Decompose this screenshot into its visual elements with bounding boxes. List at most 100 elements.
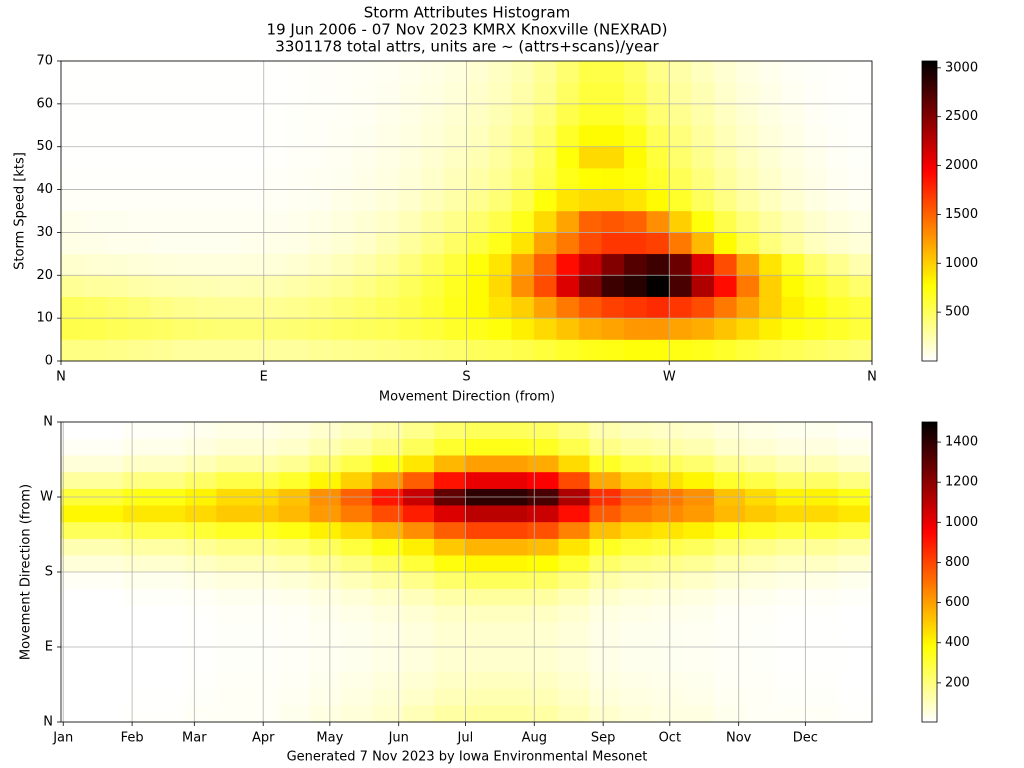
heatmap-cell — [533, 296, 557, 319]
heatmap-cell — [376, 103, 400, 126]
plot-frame — [60, 60, 873, 362]
heatmap-cell — [745, 571, 777, 589]
heatmap-cell — [278, 455, 311, 473]
heatmap-cell — [745, 605, 777, 623]
heatmap-cell — [402, 705, 435, 723]
heatmap-cell — [421, 232, 445, 255]
heatmap-cell — [376, 317, 400, 340]
heatmap-cell — [826, 317, 850, 340]
heatmap-cell — [488, 146, 512, 169]
heatmap-cell — [838, 438, 870, 456]
heatmap-cell — [123, 455, 155, 473]
heatmap-cell — [651, 538, 684, 556]
heatmap-cell — [195, 339, 219, 362]
heatmap-cell — [466, 339, 490, 362]
heatmap-cell — [398, 125, 422, 147]
heatmap-cell — [173, 253, 197, 276]
heatmap-cell — [736, 232, 760, 255]
heatmap-cell — [620, 471, 653, 489]
heatmap-cell — [745, 688, 777, 706]
heatmap-cell — [286, 317, 310, 340]
heatmap-cell — [340, 705, 373, 723]
heatmap-cell — [91, 571, 124, 589]
heatmap-cell — [736, 103, 760, 126]
heatmap-cell — [173, 60, 197, 83]
heatmap-cell — [376, 339, 400, 362]
heatmap-cell — [154, 588, 186, 606]
heatmap-cell — [402, 655, 435, 673]
heatmap-cell — [623, 82, 647, 105]
heatmap-cell — [682, 605, 715, 623]
heatmap-cell — [849, 60, 873, 83]
heatmap-cell — [682, 571, 715, 589]
heatmap-cell — [91, 521, 124, 539]
heatmap-cell — [216, 671, 248, 689]
heatmap-cell — [589, 688, 622, 706]
heatmap-cell — [558, 621, 591, 639]
colorbar-tick-label: 1400 — [945, 435, 978, 450]
heatmap-cell — [286, 275, 310, 297]
heatmap-cell — [150, 167, 174, 190]
footer: Generated 7 Nov 2023 by Iowa Environment… — [287, 750, 648, 765]
heatmap-cell — [123, 538, 155, 556]
heatmap-cell — [60, 317, 84, 340]
heatmap-cell — [60, 339, 84, 362]
heatmap-cell — [60, 588, 93, 606]
heatmap-cell — [353, 189, 377, 212]
heatmap-cell — [807, 505, 839, 523]
heatmap-cell — [714, 655, 746, 673]
heatmap-cell — [91, 505, 124, 523]
heatmap-cell — [556, 317, 580, 340]
heatmap-cell — [195, 232, 219, 255]
heatmap-cell — [185, 588, 217, 606]
heatmap-cell — [533, 146, 557, 169]
x-tick-label: Jan — [52, 731, 73, 746]
heatmap-cell — [589, 605, 622, 623]
heatmap-cell — [589, 588, 622, 606]
heatmap-cell — [511, 339, 535, 362]
heatmap-cell — [195, 146, 219, 169]
heatmap-cell — [496, 555, 528, 573]
heatmap-cell — [558, 655, 591, 673]
heatmap-cell — [128, 232, 152, 255]
heatmap-cell — [216, 521, 248, 539]
heatmap-cell — [185, 438, 217, 456]
heatmap-cell — [646, 60, 670, 83]
heatmap-cell — [849, 339, 873, 362]
heatmap-cell — [669, 146, 692, 169]
y-tick-label: 40 — [36, 182, 53, 197]
heatmap-cell — [123, 688, 155, 706]
heatmap-cell — [278, 471, 311, 489]
heatmap-cell — [849, 189, 873, 212]
heatmap-cell — [759, 146, 783, 169]
heatmap-cell — [714, 521, 746, 539]
heatmap-cell — [682, 671, 715, 689]
heatmap-cell — [173, 82, 197, 105]
heatmap-cell — [309, 621, 342, 639]
heatmap-cell — [826, 82, 850, 105]
heatmap-cell — [434, 555, 466, 573]
heatmap-cell — [745, 438, 777, 456]
heatmap-cell — [195, 167, 219, 190]
heatmap-cell — [466, 82, 490, 105]
heatmap-cell — [331, 103, 355, 126]
x-tick-label: E — [260, 370, 268, 385]
heatmap-cell — [849, 317, 873, 340]
heatmap-cell — [83, 167, 107, 190]
heatmap-cell — [669, 232, 692, 255]
heatmap-cell — [745, 705, 777, 723]
colorbar-tick-label: 2000 — [945, 158, 978, 173]
heatmap-cell — [466, 317, 490, 340]
heatmap-cell — [278, 538, 311, 556]
heatmap-cell — [150, 146, 174, 169]
heatmap-cell — [826, 125, 850, 147]
heatmap-cell — [340, 421, 373, 439]
heatmap-cell — [309, 705, 342, 723]
heatmap-cell — [714, 275, 738, 297]
heatmap-cell — [807, 705, 839, 723]
heatmap-cell — [83, 232, 107, 255]
heatmap-cell — [331, 275, 355, 297]
heatmap-cell — [620, 588, 653, 606]
heatmap-cell — [651, 688, 684, 706]
heatmap-cell — [511, 60, 535, 83]
